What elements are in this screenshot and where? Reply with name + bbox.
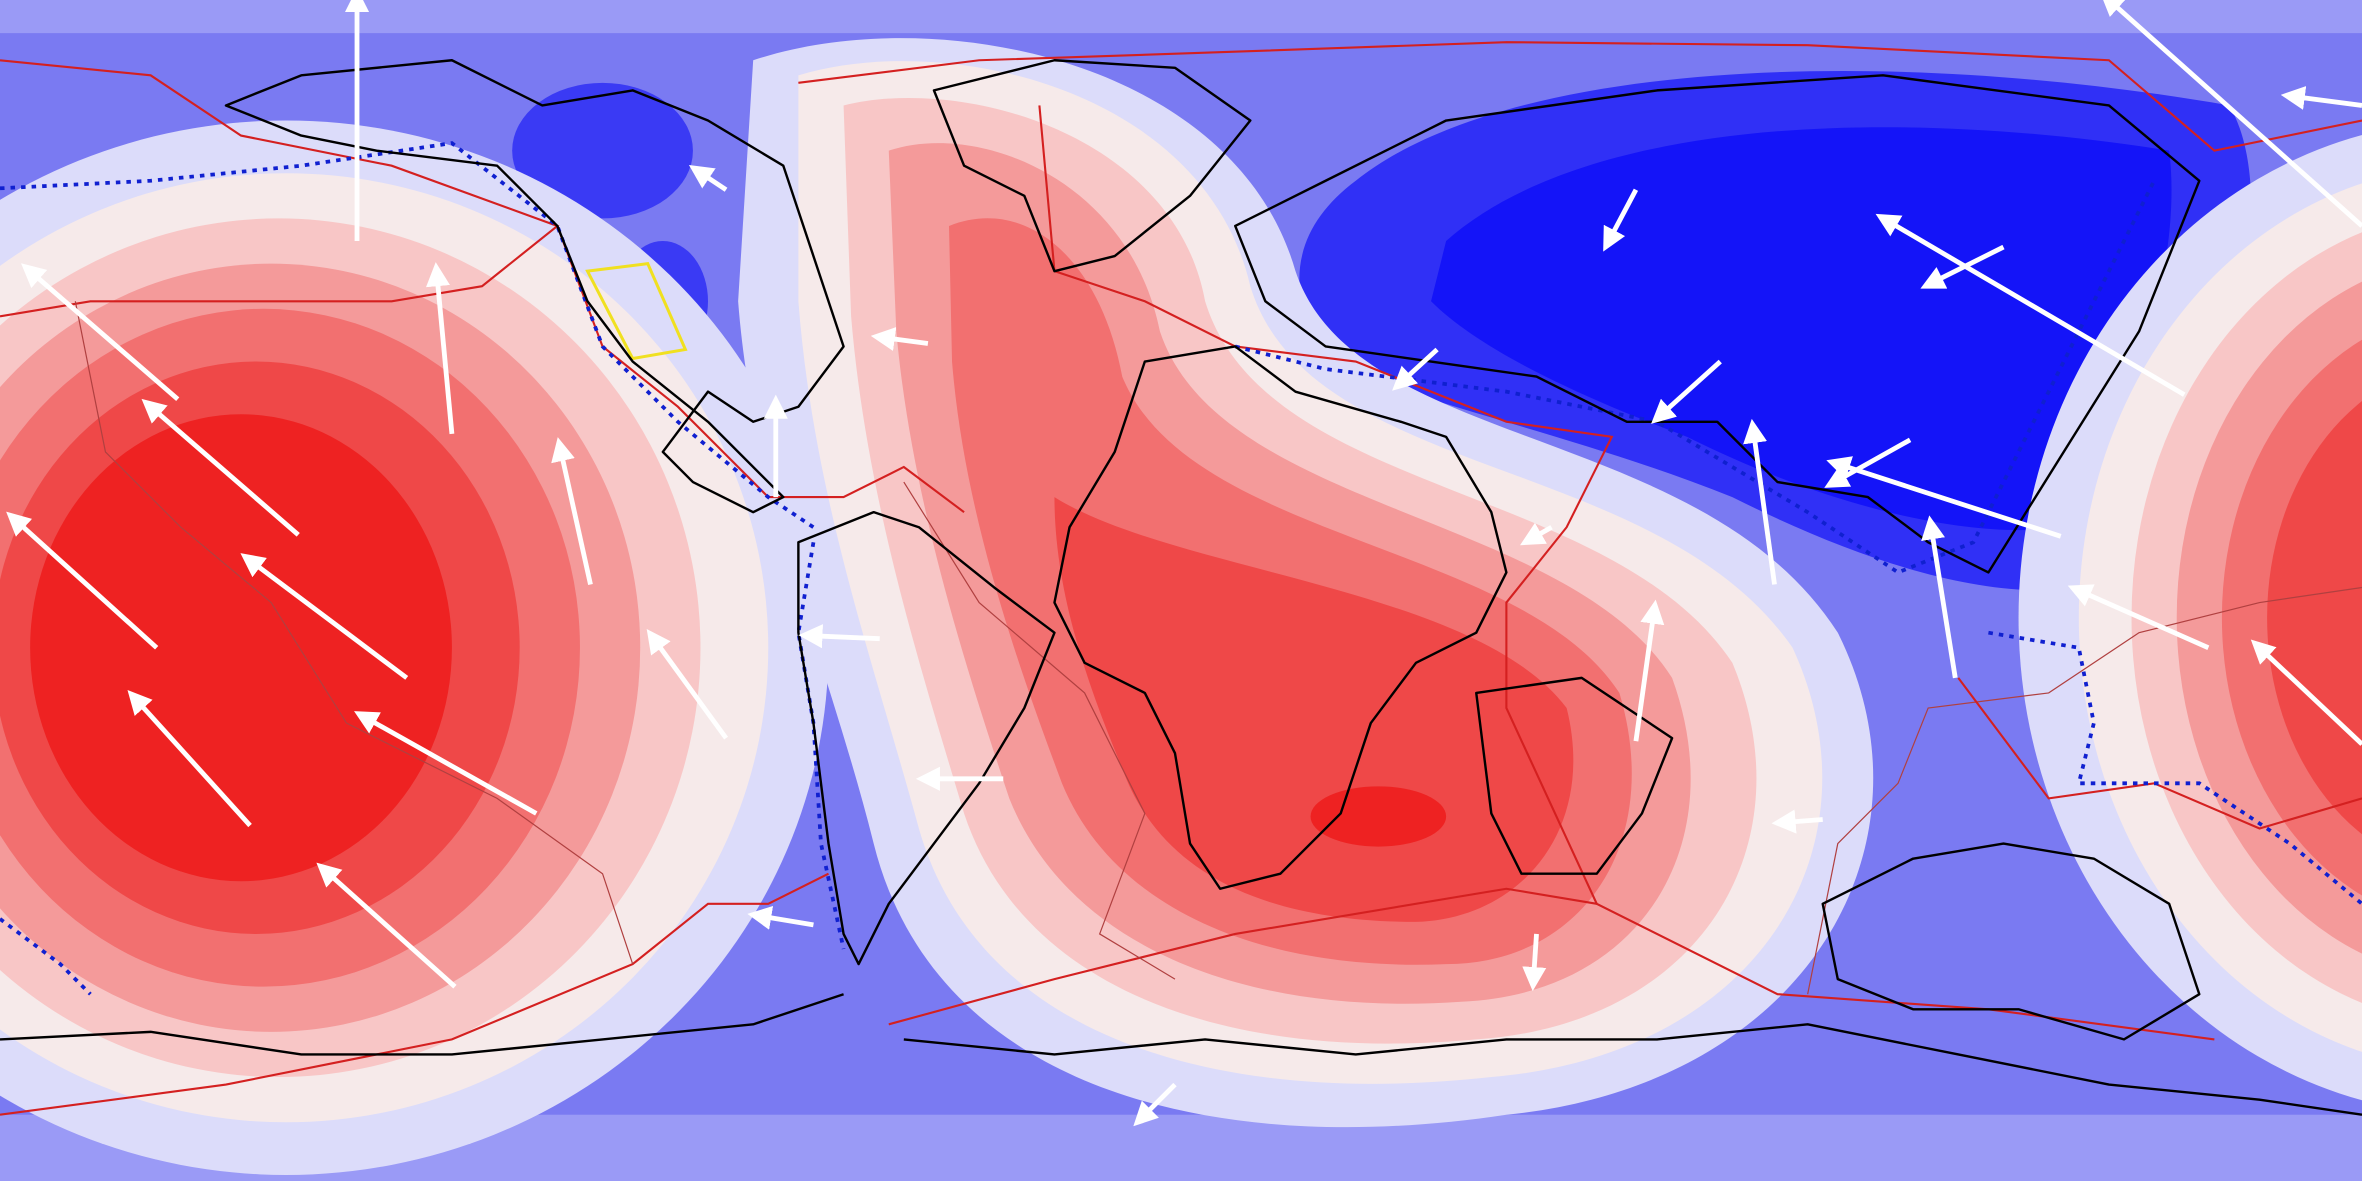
high-region	[0, 120, 829, 1175]
polar-band	[0, 0, 2362, 34]
velocity-arrows	[6, 0, 2362, 1127]
high-region	[2018, 135, 2362, 1101]
high-region	[738, 38, 1874, 1128]
highlight-zone	[585, 261, 688, 361]
coastlines	[0, 59, 2362, 1116]
